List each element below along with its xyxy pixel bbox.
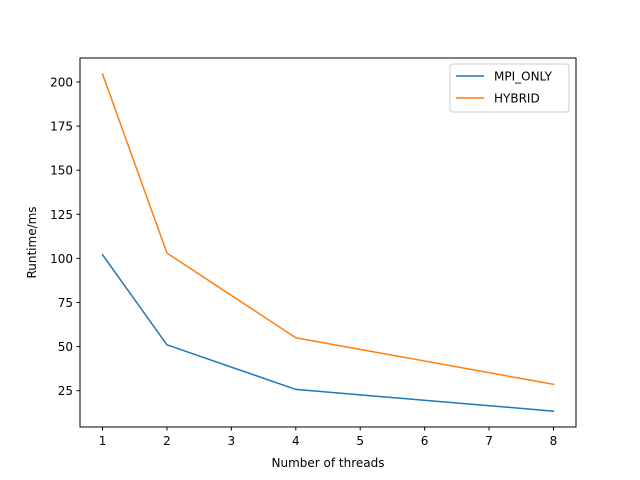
y-tick-label: 150	[50, 164, 73, 178]
x-tick-label: 2	[163, 434, 171, 448]
y-tick-label: 50	[58, 340, 73, 354]
y-tick-label: 200	[50, 75, 73, 89]
x-tick-label: 6	[421, 434, 429, 448]
y-axis-label: Runtime/ms	[25, 206, 39, 278]
series-line-hybrid	[101, 73, 555, 386]
x-tick-label: 5	[356, 434, 364, 448]
y-axis: 25 50 75 100 125 150 175 200	[50, 75, 80, 398]
plot-frame	[79, 57, 577, 428]
x-axis: 1 2 3 4 5 6 7 8	[99, 427, 558, 448]
x-axis-label: Number of threads	[272, 456, 385, 470]
legend: MPI_ONLY HYBRID	[449, 63, 570, 113]
x-tick-label: 1	[99, 434, 107, 448]
y-tick-label: 25	[58, 384, 73, 398]
y-tick-label: 75	[58, 296, 73, 310]
x-tick-label: 4	[292, 434, 300, 448]
y-tick-label: 175	[50, 120, 73, 134]
x-tick-label: 8	[550, 434, 558, 448]
y-tick-label: 125	[50, 208, 73, 222]
x-tick-label: 7	[485, 434, 493, 448]
x-tick-label: 3	[228, 434, 236, 448]
y-tick-label: 100	[50, 252, 73, 266]
series-layer	[101, 73, 555, 412]
legend-label: MPI_ONLY	[494, 70, 553, 84]
legend-label: HYBRID	[494, 92, 540, 106]
series-line-mpi-only	[101, 253, 555, 412]
